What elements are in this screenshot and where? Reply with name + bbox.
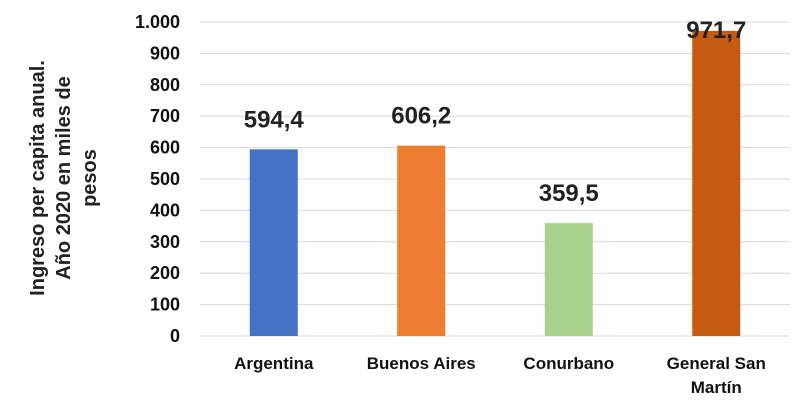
bar xyxy=(397,145,446,336)
data-labels: 594,4 606,2 359,5 971,7 xyxy=(244,17,747,207)
y-tick-label: 500 xyxy=(150,169,180,189)
y-tick-label: 700 xyxy=(150,106,180,126)
x-category-label: Argentina xyxy=(234,354,314,373)
data-label: 594,4 xyxy=(244,106,305,133)
x-axis-category-labels: Argentina Buenos Aires Conurbano General Sa… xyxy=(234,354,766,397)
y-tick-label: 800 xyxy=(150,75,180,95)
y-tick-label: 400 xyxy=(150,200,180,220)
y-tick-label: 100 xyxy=(150,295,180,315)
data-label: 971,7 xyxy=(686,17,746,44)
x-category-label: Conurbano xyxy=(523,354,614,373)
y-axis-title: Ingreso per capita anual. Año 2020 en mil… xyxy=(27,60,101,296)
data-label: 359,5 xyxy=(539,180,599,207)
y-tick-label: 1.000 xyxy=(135,12,180,32)
y-tick-label: 200 xyxy=(150,263,180,283)
bars xyxy=(249,30,741,336)
bar xyxy=(544,223,593,336)
y-tick-label: 0 xyxy=(170,326,180,346)
y-axis-title-line: pesos xyxy=(79,149,101,207)
x-category-label: Buenos Aires xyxy=(367,354,476,373)
x-category-label: Martín xyxy=(691,378,742,397)
y-axis-title-line: Año 2020 en miles de xyxy=(53,76,75,279)
data-label: 606,2 xyxy=(391,103,451,130)
x-category-label: General San xyxy=(667,354,766,373)
y-axis-title-line: Ingreso per capita anual. xyxy=(27,60,49,296)
y-tick-label: 600 xyxy=(150,138,180,158)
y-axis-title-text: Ingreso per capita anual. Año 2020 en mil… xyxy=(27,60,101,296)
bar xyxy=(249,149,298,336)
y-axis-tick-labels: 0 100 200 300 400 500 600 700 800 900 1.000 xyxy=(135,12,180,346)
y-tick-label: 900 xyxy=(150,43,180,63)
bar xyxy=(692,30,741,336)
y-tick-label: 300 xyxy=(150,232,180,252)
gridlines xyxy=(200,21,790,337)
